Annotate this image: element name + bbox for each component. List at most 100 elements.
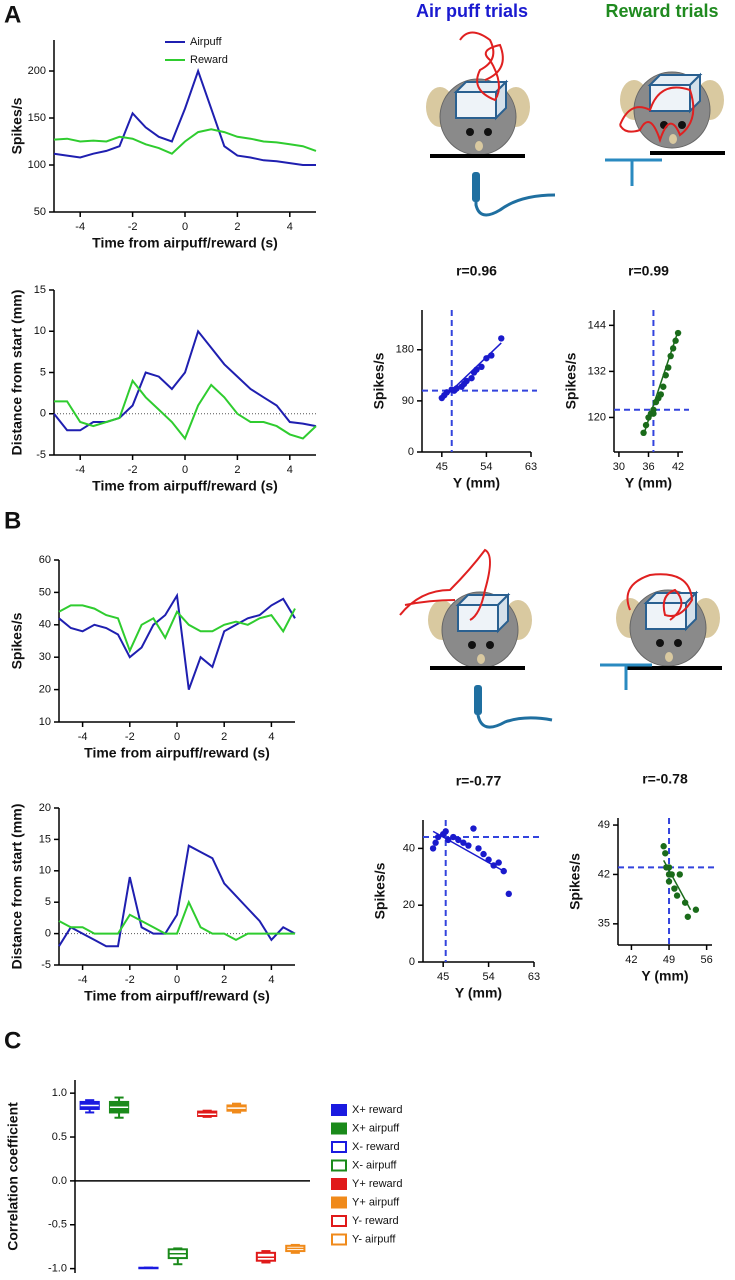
legend-swatch xyxy=(331,1104,347,1116)
legend-label: Y- reward xyxy=(352,1215,399,1227)
y-tick-label: 200 xyxy=(28,65,46,77)
y-tick-label: 20 xyxy=(39,802,51,814)
y-tick-label: 49 xyxy=(598,819,610,831)
scatter-point xyxy=(470,825,477,832)
x-tick-label: 54 xyxy=(480,461,492,473)
scatter-point xyxy=(468,374,475,382)
y-tick-label: 0.0 xyxy=(52,1175,67,1187)
x-tick-label: 0 xyxy=(182,221,188,233)
y-tick-label: 90 xyxy=(402,395,414,407)
scatter-point xyxy=(660,843,667,850)
legend-label: X- reward xyxy=(352,1141,400,1153)
y-axis-label: Spikes/s xyxy=(9,612,25,669)
legend-swatch xyxy=(331,1215,347,1227)
chart-title: r=-0.78 xyxy=(642,771,688,787)
y-tick-label: -5 xyxy=(41,959,51,971)
fit-line xyxy=(662,859,692,911)
x-axis-label: Time from airpuff/reward (s) xyxy=(92,478,278,494)
legend-label: Y- airpuff xyxy=(352,1233,396,1245)
x-axis-label: Y (mm) xyxy=(641,968,688,984)
y-tick-label: 0.5 xyxy=(52,1131,67,1143)
panel-label: B xyxy=(4,507,21,534)
x-tick-label: 4 xyxy=(287,464,293,476)
legend-swatch xyxy=(331,1141,347,1153)
legend-label: X+ airpuff xyxy=(352,1122,400,1134)
legend-label: Airpuff xyxy=(190,36,223,48)
x-tick-label: -2 xyxy=(128,221,138,233)
y-tick-label: -5 xyxy=(36,449,46,461)
y-tick-label: 50 xyxy=(39,586,51,598)
scatter-point xyxy=(676,871,683,878)
series-line xyxy=(58,844,296,948)
x-tick-label: -2 xyxy=(128,464,138,476)
y-tick-label: 0 xyxy=(408,446,414,458)
x-tick-label: 42 xyxy=(625,954,637,966)
x-tick-label: 63 xyxy=(525,461,537,473)
y-tick-label: 35 xyxy=(598,918,610,930)
x-tick-label: 0 xyxy=(174,731,180,743)
scatter-point xyxy=(455,836,462,844)
legend-label: X- airpuff xyxy=(352,1159,397,1171)
scatter-point xyxy=(505,890,512,898)
x-tick-label: 30 xyxy=(613,461,625,473)
legend-swatch xyxy=(331,1122,347,1135)
scatter-point xyxy=(673,892,681,899)
y-tick-label: 144 xyxy=(588,319,606,331)
fit-line xyxy=(441,342,502,401)
scatter-point xyxy=(429,845,437,852)
legend-label: Reward xyxy=(190,54,228,66)
column-title: Air puff trials xyxy=(416,1,528,21)
y-axis-label: Distance from start (mm) xyxy=(9,804,25,970)
series-line xyxy=(53,329,317,432)
panel-label: A xyxy=(4,1,21,28)
x-tick-label: 4 xyxy=(268,974,274,986)
x-tick-label: -2 xyxy=(125,731,135,743)
series-line xyxy=(53,128,317,155)
x-tick-label: 0 xyxy=(174,974,180,986)
x-tick-label: 54 xyxy=(482,971,494,983)
y-tick-label: 132 xyxy=(588,365,606,377)
y-tick-label: 100 xyxy=(28,159,46,171)
y-tick-label: 0 xyxy=(40,408,46,420)
y-axis-label: Spikes/s xyxy=(563,352,579,409)
scatter-point xyxy=(460,839,467,846)
y-tick-label: 60 xyxy=(39,554,51,566)
x-axis-label: Y (mm) xyxy=(453,475,500,491)
x-axis-label: Time from airpuff/reward (s) xyxy=(84,988,270,1004)
x-tick-label: 45 xyxy=(436,461,448,473)
y-tick-label: 15 xyxy=(39,833,51,845)
legend-label: Y+ reward xyxy=(352,1178,402,1190)
x-axis-label: Y (mm) xyxy=(455,985,502,1001)
panel-label: C xyxy=(4,1027,21,1054)
x-tick-label: 36 xyxy=(642,461,654,473)
x-tick-label: -4 xyxy=(75,221,85,233)
y-tick-label: 15 xyxy=(34,284,46,296)
scatter-point xyxy=(442,828,449,835)
x-tick-label: 45 xyxy=(437,971,449,983)
x-axis-label: Time from airpuff/reward (s) xyxy=(84,745,270,761)
x-tick-label: -4 xyxy=(78,731,88,743)
y-tick-label: -0.5 xyxy=(48,1219,67,1231)
scatter-point xyxy=(478,363,485,370)
scatter-point xyxy=(498,335,505,342)
x-tick-label: 42 xyxy=(672,461,684,473)
x-tick-label: 2 xyxy=(234,221,240,233)
y-tick-label: 40 xyxy=(403,842,415,854)
x-tick-label: 0 xyxy=(182,464,188,476)
scatter-point xyxy=(480,850,487,858)
scatter-point xyxy=(684,913,692,920)
x-tick-label: 2 xyxy=(234,464,240,476)
y-tick-label: 5 xyxy=(45,896,51,908)
y-axis-label: Spikes/s xyxy=(9,97,25,154)
x-tick-label: -4 xyxy=(75,464,85,476)
scatter-point xyxy=(665,878,673,885)
chart-title: r=-0.77 xyxy=(456,773,502,789)
x-tick-label: 2 xyxy=(221,974,227,986)
scatter-point xyxy=(465,842,472,849)
x-tick-label: 49 xyxy=(663,954,675,966)
y-axis-label: Distance from start (mm) xyxy=(9,290,25,456)
y-tick-label: 1.0 xyxy=(52,1087,67,1099)
scatter-point xyxy=(660,383,667,390)
